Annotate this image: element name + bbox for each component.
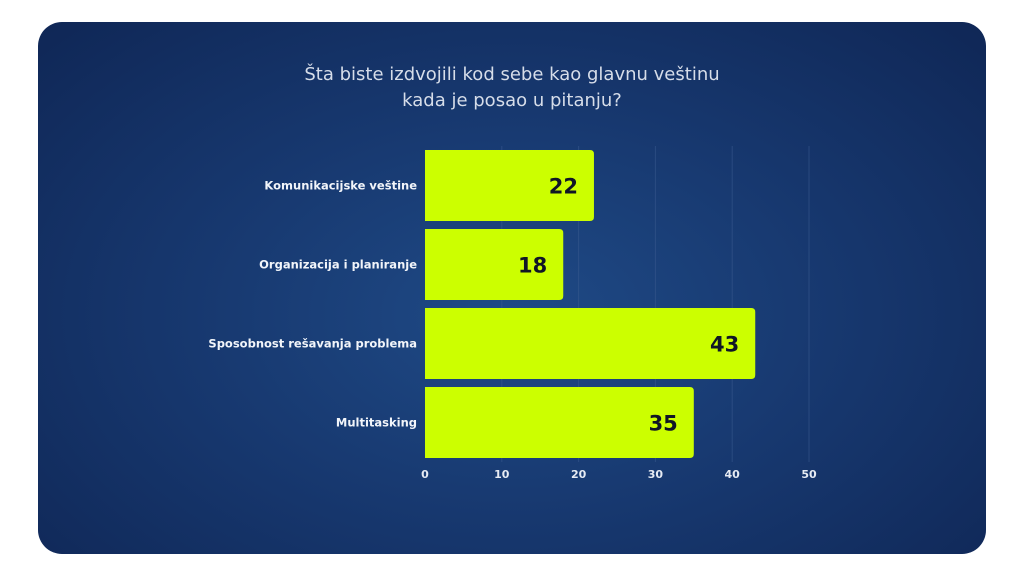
category-label: Sposobnost rešavanja problema [208, 337, 417, 351]
chart-card: Šta biste izdvojili kod sebe kao glavnu … [38, 22, 986, 554]
value-label: 43 [710, 333, 739, 357]
x-tick-label: 50 [801, 468, 817, 481]
value-label: 18 [518, 254, 547, 278]
bar [425, 150, 594, 221]
bar-chart: Komunikacijske veštine 22 Organizacija i p… [208, 146, 817, 481]
category-label: Organizacija i planiranje [259, 258, 417, 272]
bar [425, 229, 564, 300]
value-label: 22 [549, 175, 578, 199]
x-tick-label: 20 [571, 468, 587, 481]
x-tick-label: 10 [494, 468, 510, 481]
bar [425, 308, 756, 379]
bar [425, 387, 694, 458]
x-tick-label: 30 [648, 468, 664, 481]
category-label: Komunikacijske veštine [264, 179, 417, 193]
x-tick-label: 0 [421, 468, 429, 481]
chart-title: Šta biste izdvojili kod sebe kao glavnu … [304, 64, 720, 111]
value-label: 35 [649, 412, 678, 436]
category-label: Multitasking [336, 416, 417, 430]
x-tick-label: 40 [725, 468, 741, 481]
